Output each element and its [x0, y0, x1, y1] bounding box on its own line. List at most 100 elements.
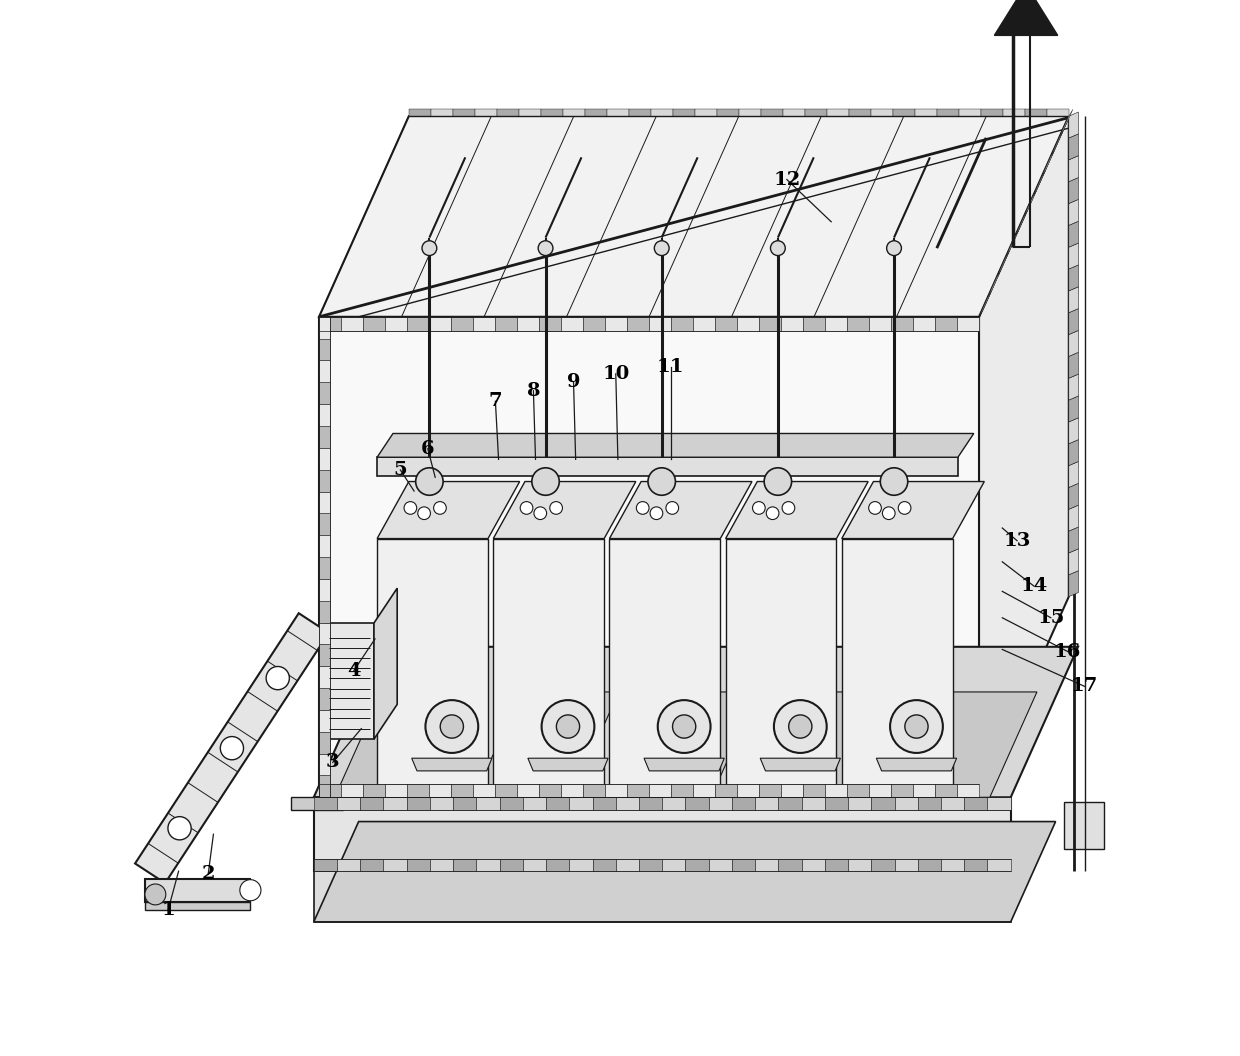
Text: 13: 13	[1003, 531, 1030, 550]
Circle shape	[655, 241, 670, 256]
Polygon shape	[430, 859, 453, 871]
Text: 17: 17	[1071, 677, 1099, 696]
Text: 4: 4	[347, 661, 361, 680]
Polygon shape	[1069, 287, 1079, 313]
Polygon shape	[319, 339, 330, 360]
Polygon shape	[319, 426, 330, 448]
Polygon shape	[804, 784, 825, 797]
Polygon shape	[560, 784, 583, 797]
Circle shape	[782, 502, 795, 514]
Polygon shape	[1016, 210, 1028, 237]
Polygon shape	[560, 317, 583, 331]
Polygon shape	[314, 646, 1078, 797]
Polygon shape	[869, 784, 892, 797]
Polygon shape	[804, 317, 825, 331]
Polygon shape	[430, 797, 453, 810]
Polygon shape	[732, 797, 755, 810]
Polygon shape	[430, 110, 453, 116]
Polygon shape	[314, 797, 337, 810]
Polygon shape	[319, 579, 330, 601]
Circle shape	[434, 502, 446, 514]
Polygon shape	[825, 317, 847, 331]
Circle shape	[753, 502, 765, 514]
Polygon shape	[994, 0, 1058, 36]
Polygon shape	[725, 482, 868, 539]
Polygon shape	[847, 317, 869, 331]
Polygon shape	[337, 859, 361, 871]
Polygon shape	[737, 784, 759, 797]
Polygon shape	[523, 859, 546, 871]
Text: 15: 15	[1037, 608, 1064, 627]
Circle shape	[425, 700, 479, 753]
Polygon shape	[374, 588, 397, 739]
Polygon shape	[872, 797, 894, 810]
Polygon shape	[1069, 418, 1079, 444]
Polygon shape	[429, 317, 451, 331]
Polygon shape	[145, 902, 250, 910]
Circle shape	[167, 816, 191, 840]
Polygon shape	[319, 666, 330, 689]
Polygon shape	[319, 535, 330, 558]
Polygon shape	[709, 859, 732, 871]
Polygon shape	[892, 784, 913, 797]
Polygon shape	[825, 784, 847, 797]
Polygon shape	[494, 539, 604, 792]
Polygon shape	[1060, 110, 1073, 136]
Polygon shape	[337, 797, 361, 810]
Polygon shape	[377, 539, 489, 792]
Polygon shape	[760, 758, 841, 771]
Text: 1: 1	[161, 901, 175, 920]
Text: 10: 10	[603, 364, 630, 383]
Circle shape	[422, 241, 436, 256]
Polygon shape	[319, 382, 330, 404]
Circle shape	[880, 468, 908, 495]
Circle shape	[267, 666, 289, 690]
Polygon shape	[609, 482, 751, 539]
Polygon shape	[693, 317, 715, 331]
Polygon shape	[1069, 549, 1079, 574]
Polygon shape	[1069, 439, 1079, 466]
Polygon shape	[801, 859, 825, 871]
Polygon shape	[1042, 150, 1055, 176]
Polygon shape	[319, 317, 341, 331]
Polygon shape	[1069, 331, 1079, 356]
Polygon shape	[918, 797, 941, 810]
Polygon shape	[451, 317, 472, 331]
Polygon shape	[639, 797, 662, 810]
Polygon shape	[386, 317, 407, 331]
Polygon shape	[361, 859, 383, 871]
Polygon shape	[319, 623, 330, 644]
Polygon shape	[361, 797, 383, 810]
Polygon shape	[988, 270, 1001, 297]
Polygon shape	[616, 859, 639, 871]
Polygon shape	[805, 110, 827, 116]
Polygon shape	[1024, 110, 1047, 116]
Polygon shape	[541, 110, 563, 116]
Polygon shape	[848, 859, 872, 871]
Polygon shape	[1069, 112, 1079, 138]
Polygon shape	[523, 797, 546, 810]
Circle shape	[532, 468, 559, 495]
Polygon shape	[627, 317, 649, 331]
Polygon shape	[476, 859, 500, 871]
Circle shape	[774, 700, 827, 753]
Polygon shape	[593, 859, 616, 871]
Polygon shape	[1069, 527, 1079, 553]
Polygon shape	[585, 110, 606, 116]
Polygon shape	[497, 110, 518, 116]
Polygon shape	[941, 797, 965, 810]
Polygon shape	[781, 784, 804, 797]
Polygon shape	[935, 784, 957, 797]
Polygon shape	[849, 110, 870, 116]
Text: 3: 3	[326, 753, 340, 772]
Polygon shape	[407, 797, 430, 810]
Polygon shape	[671, 317, 693, 331]
Circle shape	[542, 700, 594, 753]
Text: 8: 8	[527, 381, 541, 400]
Polygon shape	[583, 317, 605, 331]
Polygon shape	[605, 317, 627, 331]
Text: 2: 2	[201, 865, 215, 884]
Text: 5: 5	[393, 460, 407, 479]
Polygon shape	[412, 758, 492, 771]
Polygon shape	[609, 539, 720, 792]
